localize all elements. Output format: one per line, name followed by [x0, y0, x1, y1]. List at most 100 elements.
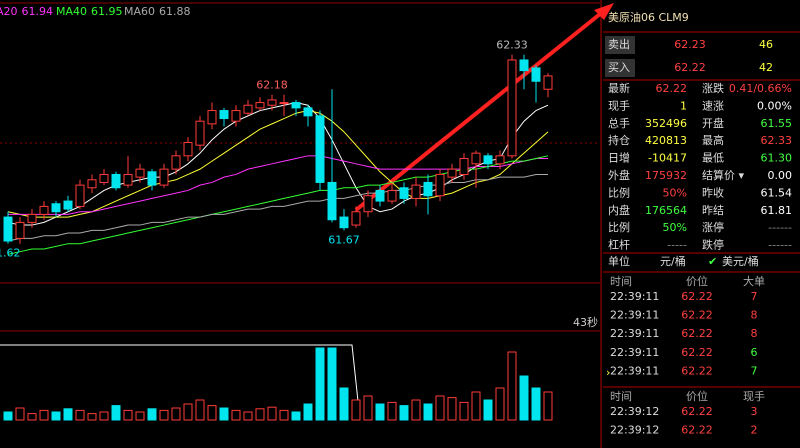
volume-bar — [399, 405, 409, 421]
volume-bar — [483, 399, 493, 421]
buy-bg — [605, 59, 635, 77]
quote-value: 420813 — [645, 134, 687, 147]
volume-bar — [435, 395, 445, 421]
volume-bar — [447, 397, 457, 421]
ma-value: 61.94 — [22, 5, 54, 18]
ma-line — [7, 155, 549, 255]
candle-body — [207, 110, 217, 125]
candle-body — [195, 120, 205, 146]
price-annotation: 62.33 — [496, 39, 528, 52]
volume-bar — [303, 403, 313, 421]
candle-body — [459, 157, 469, 175]
price-annotation: 1.62 — [0, 247, 21, 260]
candle-body — [171, 155, 181, 170]
trade-time: 22:39:11 — [610, 364, 659, 377]
ma-line — [8, 155, 548, 215]
quote-value: 0.41/0.66% — [729, 82, 792, 95]
candle-body — [255, 102, 265, 109]
candle-body — [219, 110, 229, 120]
trade-qty: 6 — [751, 346, 758, 359]
quote-value: 62.33 — [761, 134, 793, 147]
trade-time: 22:39:11 — [610, 290, 659, 303]
volume-bar — [195, 399, 205, 421]
candle-body — [435, 173, 445, 197]
timer: 43秒 — [573, 315, 598, 329]
buy-qty: 42 — [759, 61, 773, 74]
volume-bar — [387, 401, 397, 421]
quote-label: 昨结 — [702, 204, 724, 217]
quote-value: 175932 — [645, 169, 687, 182]
volume-bar — [219, 407, 229, 421]
trade-price: 62.22 — [681, 327, 713, 340]
candle-body — [267, 99, 277, 106]
trade-qty: 7 — [751, 364, 758, 377]
candle-body — [135, 168, 145, 178]
volume-bar — [147, 408, 157, 421]
volume-bar — [411, 399, 421, 421]
quote-label: 结算价 ▾ — [702, 168, 744, 182]
quote-value: 0.00 — [768, 169, 793, 182]
buy-price: 62.22 — [674, 61, 706, 74]
price-annotation: 61.67 — [328, 233, 360, 246]
candle-body — [519, 59, 529, 72]
table-header: 价位 — [686, 389, 708, 403]
volume-bar — [495, 387, 505, 421]
volume-bar — [351, 399, 361, 421]
trade-price: 62.22 — [681, 405, 713, 418]
trade-price: 62.22 — [681, 424, 713, 437]
sell-bg — [605, 36, 635, 54]
volume-bar — [15, 407, 25, 421]
trade-qty: 8 — [751, 309, 758, 322]
ma-value: 61.95 — [91, 5, 123, 18]
candle-body — [75, 184, 85, 207]
trade-time: 22:39:11 — [610, 327, 659, 340]
buy-label: 买入 — [608, 61, 630, 74]
volume-bar — [363, 395, 373, 421]
volume-bar — [267, 406, 277, 421]
quote-value: 50% — [663, 221, 687, 234]
candle-body — [387, 189, 397, 202]
candle-body — [495, 155, 505, 165]
quote-label: 最新 — [608, 81, 630, 95]
volume-bar — [111, 405, 121, 421]
candle-body — [351, 211, 361, 226]
trade-price: 62.22 — [681, 346, 713, 359]
table-header: 时间 — [610, 275, 632, 288]
candle-body — [63, 200, 73, 210]
table-header: 时间 — [610, 390, 632, 403]
quote-label: 最高 — [702, 133, 724, 147]
ma-value: 61.88 — [159, 5, 191, 18]
volume-bar — [519, 375, 529, 421]
unit-option: 元/桶 — [660, 254, 686, 268]
volume-bar — [459, 401, 469, 421]
ma-line — [7, 102, 549, 226]
candle-body — [483, 155, 493, 165]
quote-label: 杠杆 — [608, 238, 630, 252]
candle-body — [291, 102, 301, 109]
candle-body — [87, 179, 97, 189]
quote-value: 352496 — [645, 117, 687, 130]
candle-body — [123, 173, 133, 186]
arrow-head — [594, 3, 614, 20]
table-header: 价位 — [686, 274, 708, 288]
candle-body — [363, 195, 373, 213]
candle-body — [447, 168, 457, 178]
volume-bar — [63, 408, 73, 421]
candle-body — [147, 171, 157, 186]
arrow-shaft — [354, 8, 607, 212]
unit-label: 单位 — [608, 254, 630, 268]
candle-body — [159, 168, 169, 186]
ma-label: A20 — [0, 5, 18, 18]
candle-body — [99, 173, 109, 183]
candle-body — [531, 67, 541, 82]
unit-option[interactable]: 美元/桶 — [722, 254, 759, 268]
quote-value: 0.00% — [757, 99, 792, 112]
volume-bar — [327, 347, 337, 421]
sell-qty: 46 — [759, 38, 773, 51]
candle-body — [279, 102, 289, 105]
trade-time: 22:39:11 — [610, 346, 659, 359]
quote-value: 61.54 — [761, 186, 793, 199]
volume-bar — [543, 391, 553, 421]
trade-qty: 2 — [751, 424, 758, 437]
quote-label: 涨跌 — [702, 81, 724, 95]
